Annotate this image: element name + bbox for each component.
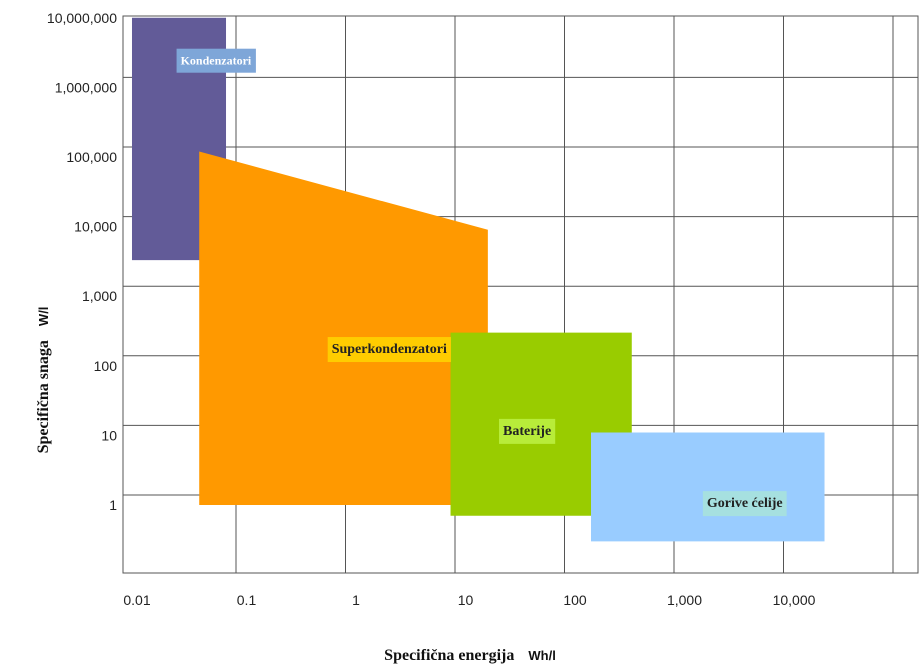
region-label-bg	[498, 418, 556, 444]
x-tick-label: 1	[352, 592, 360, 608]
y-axis-unit: W/l	[36, 307, 51, 327]
x-axis-title: Specifična energija Wh/l	[384, 647, 556, 664]
y-tick-label: 10,000	[74, 219, 117, 235]
y-tick-label: 1,000	[82, 288, 117, 304]
region-label-bg	[702, 491, 787, 517]
x-tick-label: 10	[458, 592, 474, 608]
y-tick-label: 10	[101, 427, 117, 443]
region-label: Gorive ćelije	[707, 496, 783, 511]
region-label: Superkondenzatori	[332, 342, 447, 357]
ticks: 0.01 0.1 1 10 100 1,000 10,000 1 10 100 1,000 10,00…	[47, 10, 816, 608]
x-tick-label: 0.01	[123, 592, 150, 608]
region-superkondenzatori	[199, 151, 488, 505]
x-tick-label: 10,000	[773, 592, 816, 608]
x-axis-unit: Wh/l	[528, 648, 555, 663]
region-label-bg	[327, 337, 451, 363]
y-tick-label: 100,000	[66, 149, 117, 165]
region-label-bg	[176, 48, 256, 73]
y-tick-label: 100	[94, 358, 118, 374]
svg-text:Specifična snaga W/l: Specifična snaga W/l	[35, 307, 52, 454]
region-gorive-elije	[591, 432, 825, 542]
x-tick-label: 0.1	[237, 592, 257, 608]
x-axis-label: Specifična energija	[384, 647, 514, 664]
region-label: Baterije	[503, 424, 551, 439]
region-labels: Kondenzatori Superkondenzatori Baterije Gor…	[176, 48, 787, 517]
x-tick-label: 100	[563, 592, 587, 608]
y-tick-label: 10,000,000	[47, 10, 117, 26]
y-axis-label: Specifična snaga	[35, 340, 52, 453]
plot-frame	[122, 15, 919, 574]
x-tick-label: 1,000	[667, 592, 702, 608]
region-label: Kondenzatori	[181, 54, 252, 68]
y-tick-label: 1	[109, 497, 117, 513]
y-axis-title: Specifična snaga W/l	[35, 307, 52, 454]
y-tick-label: 1,000,000	[55, 79, 117, 95]
